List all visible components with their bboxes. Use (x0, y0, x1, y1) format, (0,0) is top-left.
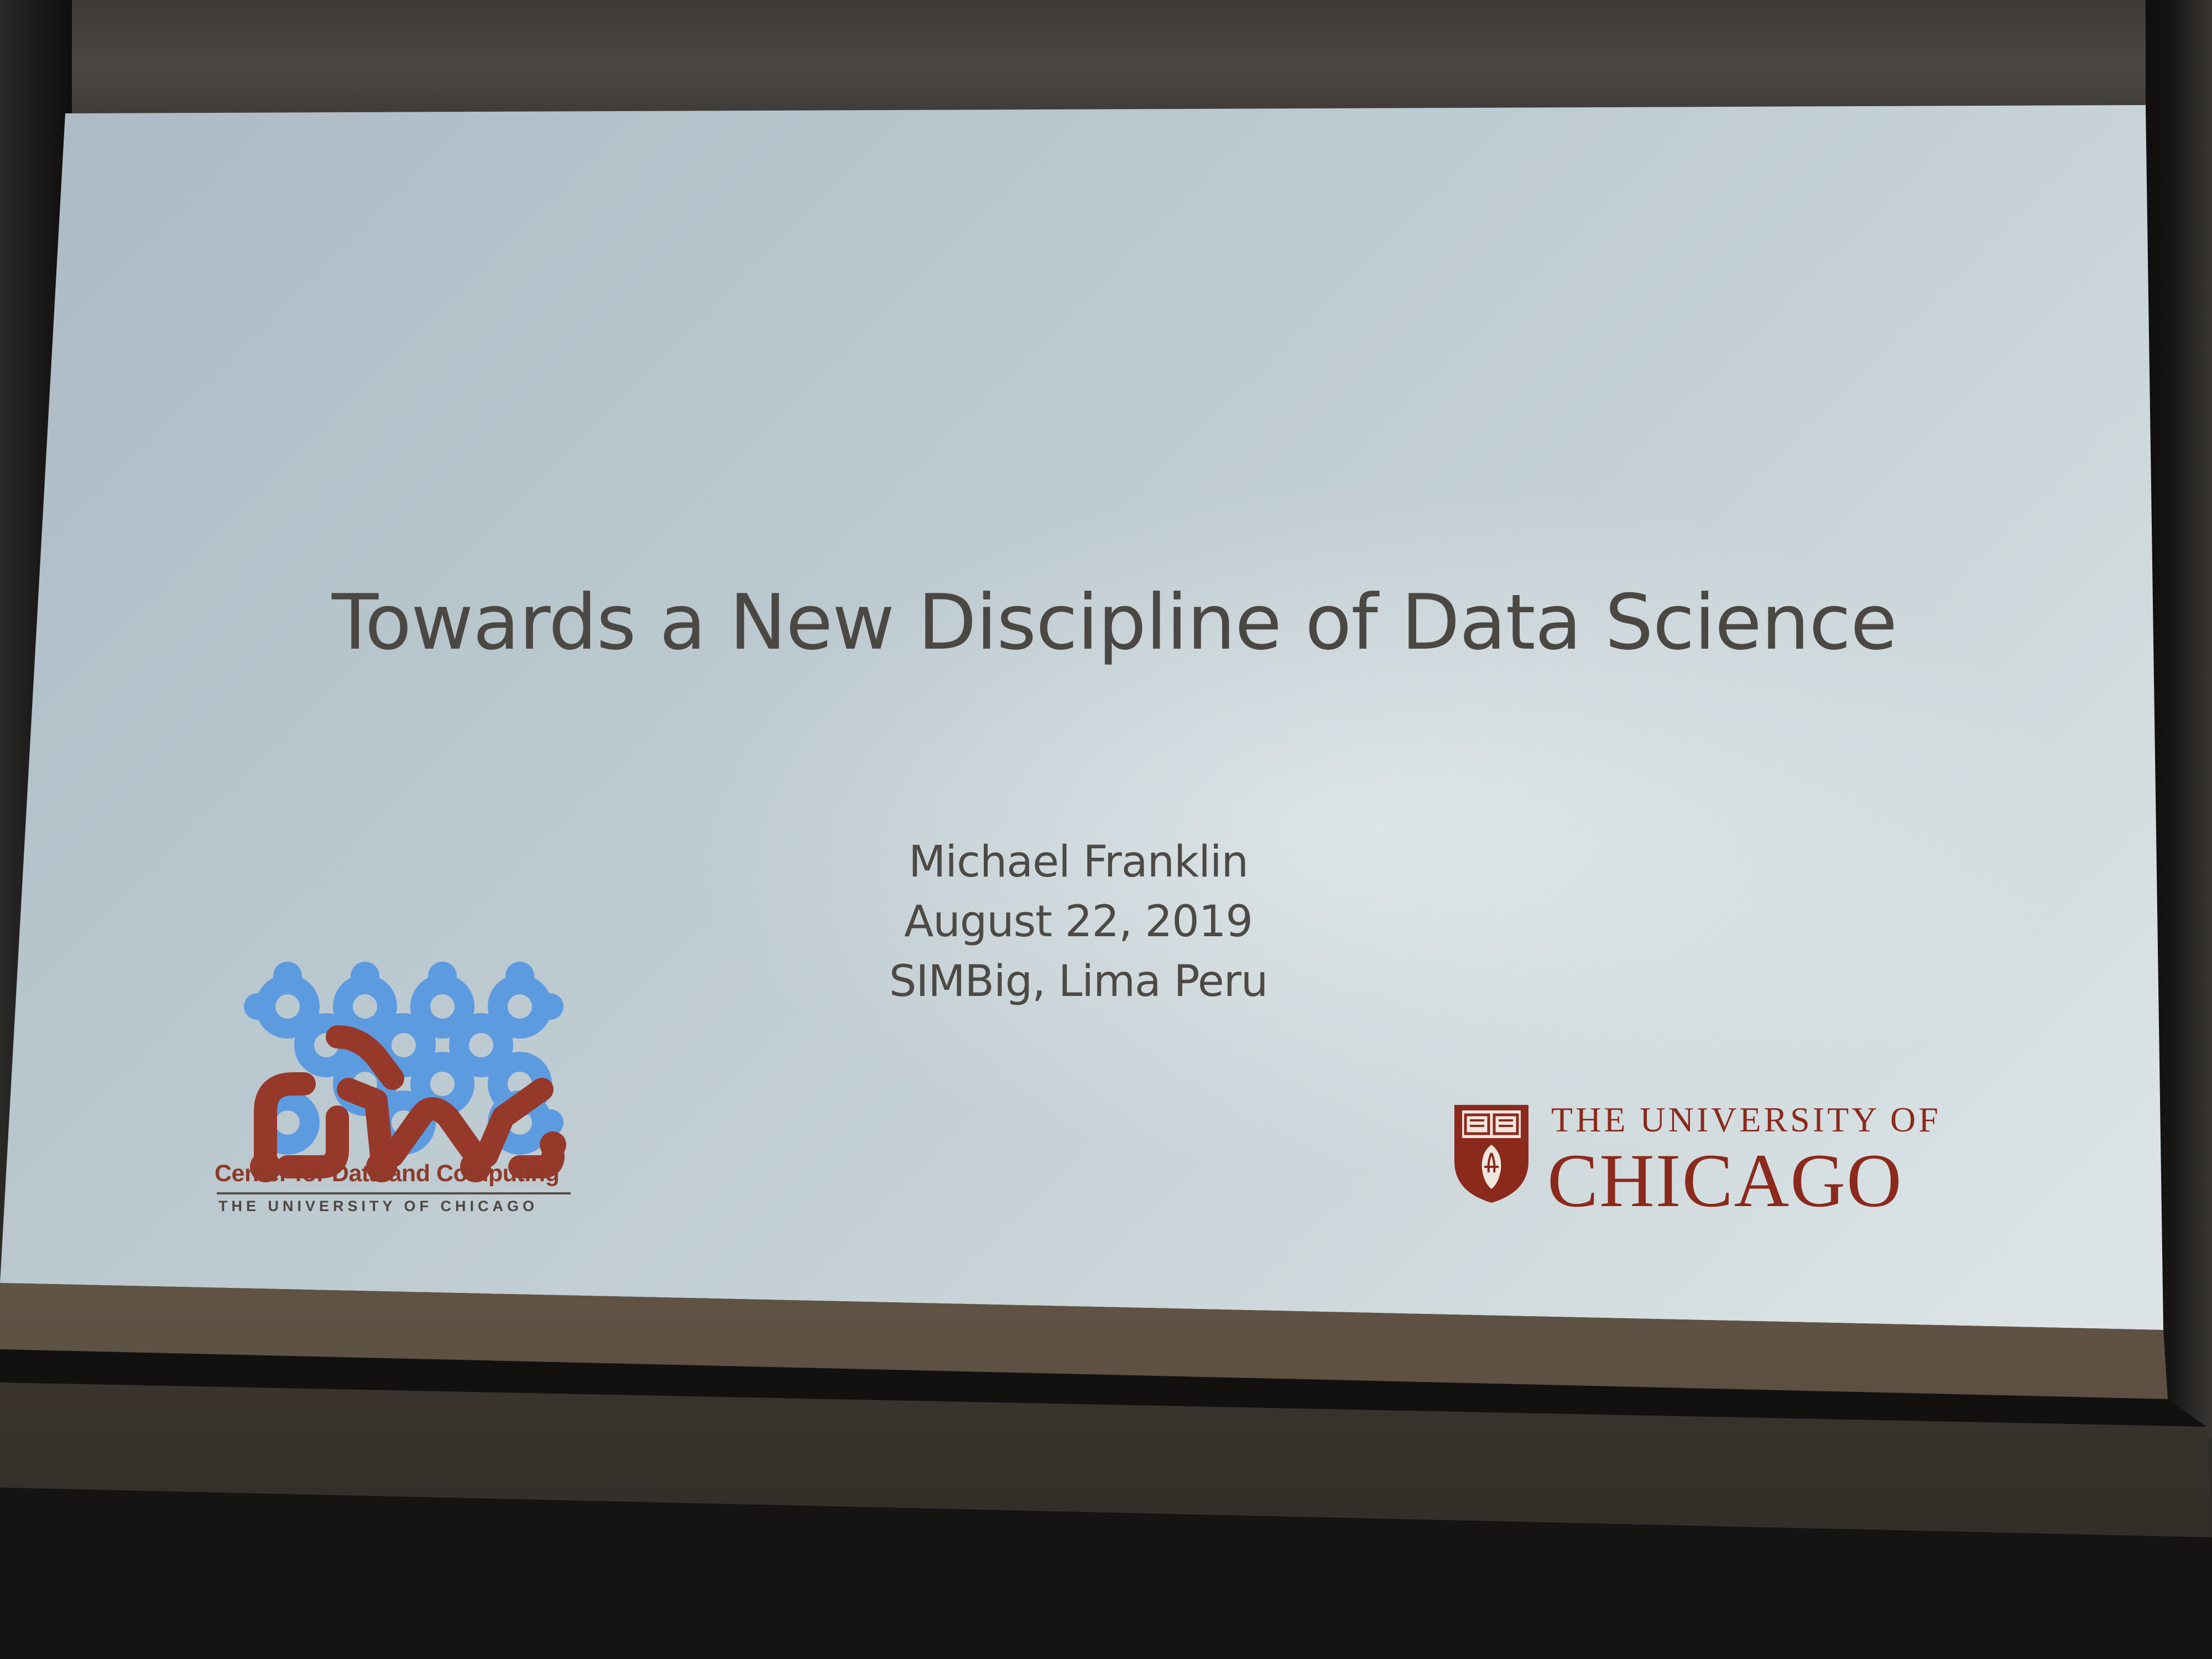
presentation-venue: SIMBig, Lima Peru (889, 957, 1269, 1006)
cdac-name: Center for Data and Computing (215, 1160, 560, 1187)
cdac-network-logo (244, 962, 566, 1182)
uchicago-wordmark-top: THE UNIVERSITY OF (1551, 1100, 1941, 1139)
cdac-university: THE UNIVERSITY OF CHICAGO (218, 1198, 539, 1214)
presenter-info: Michael Franklin August 22, 2019 SIMBig,… (802, 832, 1355, 1011)
presenter-name: Michael Franklin (909, 837, 1249, 887)
slide-title: Towards a New Discipline of Data Science (332, 578, 1897, 667)
wall-above-screen (0, 0, 2212, 113)
uchicago-wordmark-main: CHICAGO (1547, 1138, 1903, 1223)
uchicago-shield-icon (1454, 1105, 1528, 1203)
presentation-date: August 22, 2019 (904, 897, 1253, 947)
cdac-divider (217, 1192, 571, 1194)
logo-red-nodes (250, 1131, 566, 1182)
logo-blue-nodes (244, 962, 564, 1136)
